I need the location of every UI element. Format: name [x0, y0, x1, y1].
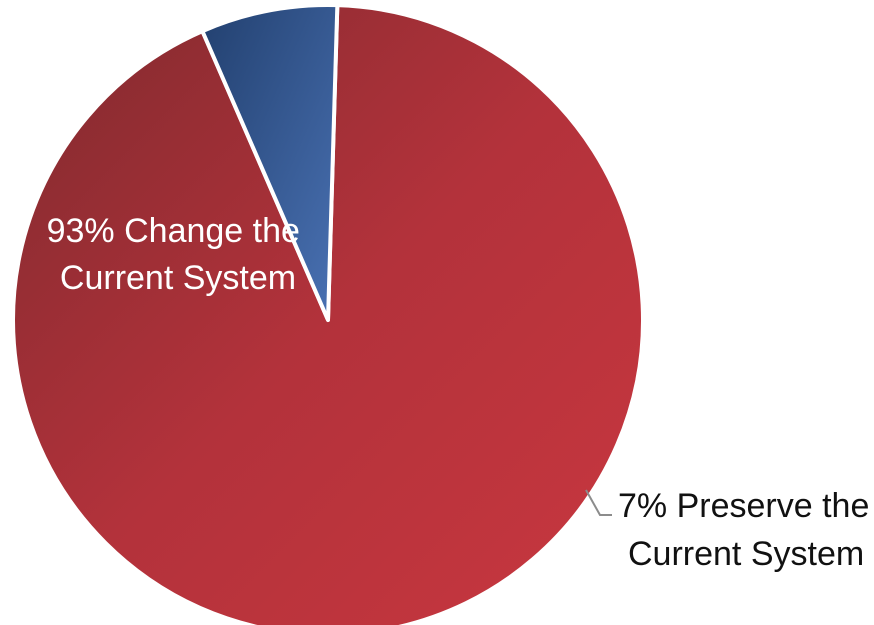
slice-label-change-line-2: Current System — [60, 259, 296, 297]
leader-line-preserve — [585, 489, 612, 516]
slice-label-preserve-line-1: 7% Preserve the — [618, 487, 869, 525]
pie-slice-preserve — [200, 3, 340, 322]
slice-label-change: 93% Change the Current System — [47, 212, 310, 297]
slice-label-preserve-line-2: Current System — [628, 535, 864, 573]
slice-label-change-line-1: 93% Change the — [47, 212, 300, 250]
slice-label-preserve: 7% Preserve the Current System — [618, 487, 874, 573]
pie-slice-change — [11, 3, 646, 625]
